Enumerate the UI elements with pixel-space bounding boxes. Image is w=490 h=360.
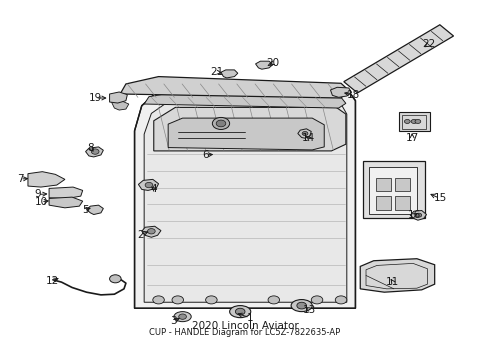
Text: 2020 Lincoln Aviator: 2020 Lincoln Aviator xyxy=(192,321,298,331)
Circle shape xyxy=(404,120,410,123)
Circle shape xyxy=(416,213,422,217)
Polygon shape xyxy=(138,179,159,190)
Text: 11: 11 xyxy=(386,277,399,287)
Polygon shape xyxy=(0,0,71,39)
Text: 13: 13 xyxy=(303,305,317,315)
Bar xyxy=(402,115,426,129)
Circle shape xyxy=(172,296,184,304)
Polygon shape xyxy=(330,87,352,97)
Polygon shape xyxy=(144,97,347,302)
Polygon shape xyxy=(410,211,426,220)
Text: 20: 20 xyxy=(266,58,279,68)
Circle shape xyxy=(311,296,323,304)
Text: 14: 14 xyxy=(302,133,316,143)
Circle shape xyxy=(91,149,99,154)
Polygon shape xyxy=(135,84,355,308)
Text: 15: 15 xyxy=(433,193,446,203)
Ellipse shape xyxy=(291,300,312,312)
Bar xyxy=(399,112,430,131)
Text: 19: 19 xyxy=(89,93,102,103)
Text: CUP - HANDLE Diagram for LC5Z-7822635-AP: CUP - HANDLE Diagram for LC5Z-7822635-AP xyxy=(149,328,341,337)
Text: 9: 9 xyxy=(34,189,41,199)
Bar xyxy=(395,178,410,191)
Circle shape xyxy=(216,120,226,127)
Text: 18: 18 xyxy=(346,90,360,100)
Text: 8: 8 xyxy=(87,143,94,153)
Circle shape xyxy=(212,117,230,130)
Polygon shape xyxy=(154,107,346,151)
Text: 4: 4 xyxy=(150,184,157,194)
Polygon shape xyxy=(112,101,129,110)
Circle shape xyxy=(411,120,417,123)
Text: 12: 12 xyxy=(46,276,59,286)
Text: 17: 17 xyxy=(406,133,419,143)
Polygon shape xyxy=(49,197,83,208)
Polygon shape xyxy=(256,61,273,69)
Bar xyxy=(376,178,391,191)
Circle shape xyxy=(302,131,308,135)
Text: 21: 21 xyxy=(211,67,224,77)
Bar xyxy=(376,196,391,210)
Bar xyxy=(395,196,410,210)
Polygon shape xyxy=(86,147,103,157)
Bar xyxy=(369,167,417,214)
Text: 5: 5 xyxy=(82,204,89,215)
Text: 3: 3 xyxy=(171,316,177,326)
Polygon shape xyxy=(49,187,83,198)
Ellipse shape xyxy=(174,312,191,322)
Circle shape xyxy=(235,308,245,315)
Polygon shape xyxy=(168,118,324,150)
Circle shape xyxy=(147,229,155,234)
Polygon shape xyxy=(142,226,161,237)
Text: 22: 22 xyxy=(422,40,435,49)
Text: 2: 2 xyxy=(137,230,144,240)
Polygon shape xyxy=(298,129,311,138)
Circle shape xyxy=(153,296,164,304)
Bar xyxy=(363,161,425,218)
Circle shape xyxy=(415,120,421,123)
Circle shape xyxy=(297,302,306,309)
Circle shape xyxy=(145,183,153,188)
Polygon shape xyxy=(28,172,65,187)
Circle shape xyxy=(110,275,121,283)
Circle shape xyxy=(335,296,347,304)
Circle shape xyxy=(268,296,280,304)
Polygon shape xyxy=(221,70,238,78)
Polygon shape xyxy=(344,25,454,93)
Polygon shape xyxy=(144,91,346,108)
Text: 7: 7 xyxy=(17,174,24,184)
Text: 6: 6 xyxy=(202,150,209,160)
Polygon shape xyxy=(360,259,435,292)
Circle shape xyxy=(179,314,186,319)
Ellipse shape xyxy=(230,306,251,318)
Text: 1: 1 xyxy=(246,312,253,323)
Text: 16: 16 xyxy=(407,210,420,220)
Text: 10: 10 xyxy=(34,197,48,207)
Polygon shape xyxy=(120,77,348,98)
Polygon shape xyxy=(110,92,127,103)
Circle shape xyxy=(206,296,217,304)
Polygon shape xyxy=(87,205,103,215)
